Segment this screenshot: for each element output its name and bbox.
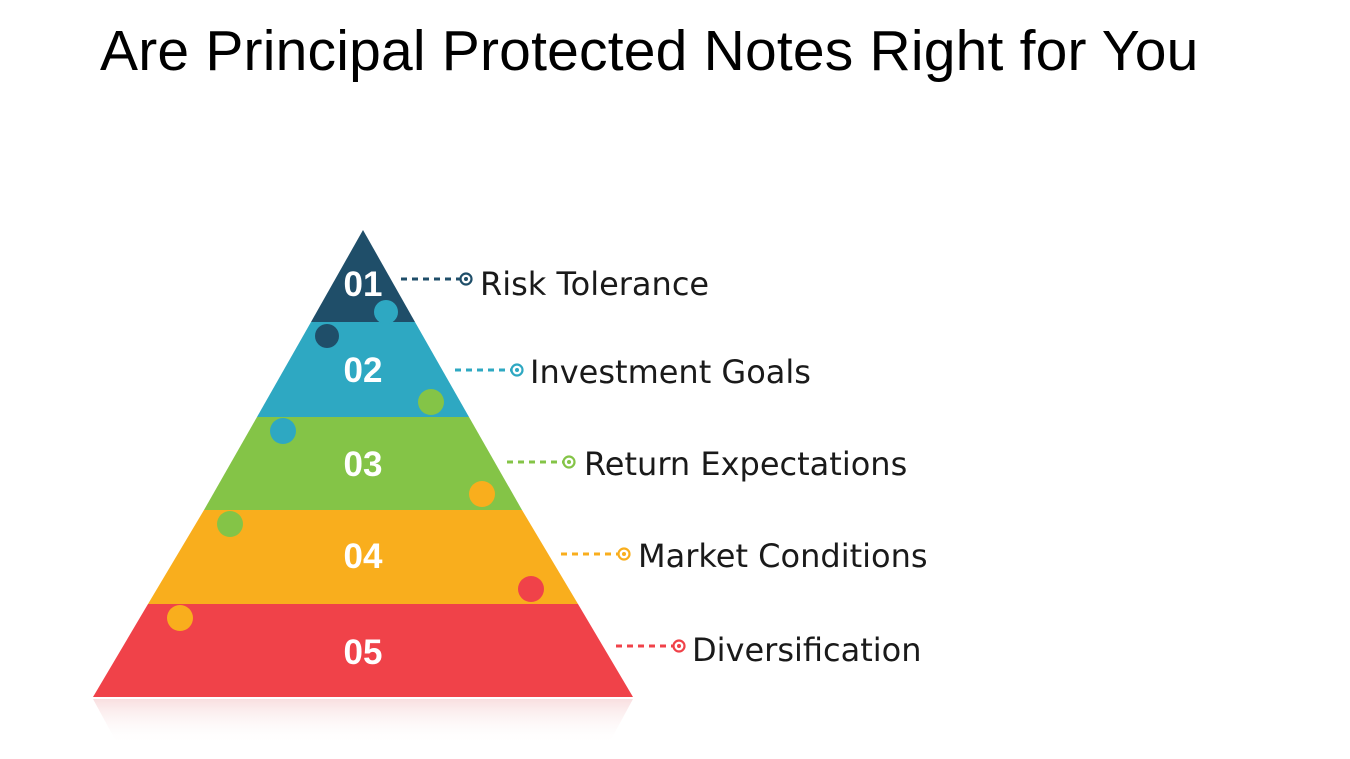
tier-1-band (311, 230, 415, 322)
tier-4-label: Market Conditions (638, 537, 928, 575)
pyramid-reflection (93, 699, 633, 745)
puzzle-knob-4-up (469, 481, 495, 507)
puzzle-knob-5-up (518, 576, 544, 602)
tier-4-marker-dot (622, 552, 626, 556)
page-title: Are Principal Protected Notes Right for … (100, 19, 1199, 83)
tier-3-label: Return Expectations (584, 445, 907, 483)
tier-2-band (257, 322, 469, 417)
puzzle-knob-3-up (418, 389, 444, 415)
tier-5-marker-dot (677, 644, 681, 648)
tier-4-band (148, 510, 578, 604)
tier-2-marker-dot (515, 368, 519, 372)
tier-5-number: 05 (344, 633, 383, 672)
puzzle-knob-1-down (315, 324, 339, 348)
tier-5-label: Diversification (692, 631, 922, 669)
tier-2-number: 02 (344, 351, 383, 390)
tier-5-band (93, 604, 633, 697)
tier-4: 04 Market Conditions (148, 510, 928, 604)
tier-2-label: Investment Goals (530, 353, 811, 391)
tier-1-label: Risk Tolerance (480, 265, 709, 303)
tier-1-marker-dot (464, 277, 468, 281)
puzzle-knob-2-down (270, 418, 296, 444)
tier-1-number: 01 (344, 265, 383, 304)
puzzle-knob-4-down (167, 605, 193, 631)
tier-3-marker-dot (567, 460, 571, 464)
tier-1: 01 Risk Tolerance (311, 230, 709, 322)
tier-3: 03 Return Expectations (204, 417, 907, 510)
tier-5: 05 Diversification (93, 604, 922, 697)
tier-3-number: 03 (344, 445, 383, 484)
puzzle-knob-2-up (374, 300, 398, 324)
puzzle-knob-3-down (217, 511, 243, 537)
tier-4-number: 04 (344, 537, 383, 576)
tier-2: 02 Investment Goals (257, 322, 811, 417)
